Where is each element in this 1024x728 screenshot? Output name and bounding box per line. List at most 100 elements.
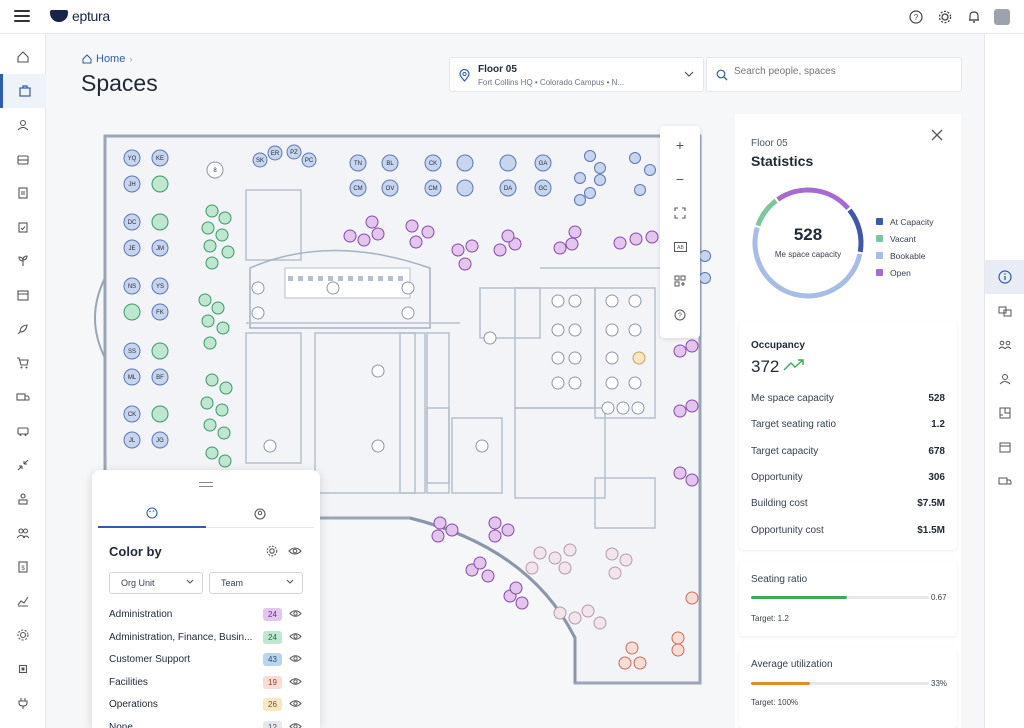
analytics-icon[interactable]: [0, 584, 46, 618]
help-icon[interactable]: ?: [907, 8, 924, 25]
zoom-out-icon[interactable]: −: [675, 171, 685, 187]
legend-item: At Capacity: [876, 213, 933, 230]
info-icon[interactable]: [985, 260, 1024, 294]
desk-label: ML: [128, 375, 137, 381]
logo-mark: [50, 10, 68, 22]
plant-icon[interactable]: [0, 244, 46, 278]
color-by-row[interactable]: Customer Support 43: [109, 650, 309, 670]
right-rail: [984, 34, 1024, 728]
eye-icon[interactable]: [289, 653, 302, 664]
color-by-row-label: None: [109, 722, 133, 728]
palette-icon: [146, 507, 158, 519]
group-icon[interactable]: [985, 328, 1024, 362]
eye-icon[interactable]: [289, 608, 302, 619]
vehicle-icon[interactable]: [0, 414, 46, 448]
plug-icon[interactable]: [0, 686, 46, 720]
team-value: Team: [221, 578, 244, 588]
eptura-logo[interactable]: eptura: [50, 8, 110, 24]
clipboard-icon[interactable]: [0, 210, 46, 244]
desk-label: GA: [539, 161, 548, 167]
collapse-icon[interactable]: [0, 448, 46, 482]
person-icon[interactable]: [985, 362, 1024, 396]
metric-value: 1.2: [931, 419, 945, 431]
floorplan-icon[interactable]: [985, 396, 1024, 430]
desk-label: FK: [156, 310, 164, 316]
seating-ratio-label: Seating ratio: [751, 574, 808, 585]
metric-value: $7.5M: [917, 498, 945, 510]
metric-row: Target capacity 678: [751, 443, 945, 463]
eye-icon[interactable]: [288, 545, 302, 557]
color-by-row[interactable]: Facilities 19: [109, 673, 309, 693]
home-icon[interactable]: [0, 40, 46, 74]
color-by-row[interactable]: None 12: [109, 718, 309, 728]
calendar-icon[interactable]: [985, 430, 1024, 464]
color-by-row[interactable]: Administration, Finance, Busin... 24: [109, 628, 309, 648]
rocket-icon[interactable]: [0, 312, 46, 346]
user-avatar[interactable]: [994, 8, 1010, 25]
desk-label: JL: [129, 438, 136, 444]
avg-utilization-bar: [751, 682, 929, 685]
spaces-swap-icon[interactable]: [985, 294, 1024, 328]
floor-plan-map[interactable]: YQ KE JH DC JE JM NS YS FK SS ML BF CK J…: [60, 118, 715, 728]
report-icon[interactable]: $: [0, 550, 46, 584]
org-unit-select[interactable]: Org Unit: [109, 572, 203, 594]
briefcase-icon[interactable]: [0, 142, 46, 176]
truck-icon[interactable]: [985, 464, 1024, 498]
settings-icon[interactable]: [0, 618, 46, 652]
gear-icon[interactable]: [266, 545, 278, 557]
metric-label: Target seating ratio: [751, 419, 837, 431]
capacity-value: 528: [793, 225, 823, 244]
menu-icon[interactable]: [14, 10, 30, 22]
occupancy-value: 372: [751, 357, 780, 376]
color-by-row[interactable]: Administration 24: [109, 605, 309, 625]
desk-label: CM: [353, 186, 362, 192]
zoom-in-icon[interactable]: +: [675, 137, 685, 153]
tab-palette[interactable]: [98, 500, 206, 528]
color-by-row-label: Facilities: [109, 676, 148, 688]
search-input[interactable]: [734, 66, 954, 77]
breadcrumb-home-link[interactable]: Home: [96, 53, 126, 65]
eye-icon[interactable]: [289, 721, 302, 728]
chip-icon[interactable]: [0, 652, 46, 686]
legend-item: Bookable: [876, 247, 933, 264]
floor-selector[interactable]: Floor 05 Fort Collins HQ • Colorado Camp…: [449, 57, 704, 92]
desk-label: GC: [539, 186, 549, 192]
donut-legend: At Capacity Vacant Bookable Open: [876, 213, 933, 281]
desk-label: SS: [128, 349, 136, 355]
statistics-panel: Floor 05 Statistics 528 Me space capacit…: [735, 114, 961, 728]
tab-people[interactable]: [206, 500, 314, 528]
chevron-down-icon: [286, 579, 294, 584]
metric-value: 678: [928, 445, 945, 457]
calendar-icon[interactable]: [0, 278, 46, 312]
left-nav: $: [0, 34, 46, 728]
color-by-tabs: [98, 500, 314, 528]
org-unit-value: Org Unit: [121, 578, 155, 588]
delivery-icon[interactable]: [0, 380, 46, 414]
people-icon[interactable]: [0, 108, 46, 142]
map-help-icon[interactable]: ?: [660, 298, 700, 332]
eye-icon[interactable]: [289, 631, 302, 642]
document-icon[interactable]: [0, 176, 46, 210]
drag-handle[interactable]: [199, 482, 213, 487]
spaces-icon[interactable]: [0, 74, 46, 108]
cart-icon[interactable]: [0, 346, 46, 380]
eye-icon[interactable]: [289, 676, 302, 687]
fullscreen-icon[interactable]: [660, 196, 700, 230]
eye-icon[interactable]: [289, 698, 302, 709]
gear-icon[interactable]: [936, 8, 953, 25]
stats-title: Statistics: [751, 153, 814, 169]
team-select[interactable]: Team: [209, 572, 303, 594]
desk-label: OV: [386, 186, 395, 192]
bell-icon[interactable]: [965, 8, 982, 25]
color-by-row[interactable]: Operations 26: [109, 695, 309, 715]
metric-row: Me space capacity 528: [751, 390, 945, 410]
grid-view-icon[interactable]: [660, 264, 700, 298]
label-toggle-icon[interactable]: AB: [660, 230, 700, 264]
donut-segment-at-capacity: [847, 208, 864, 253]
count-badge: 26: [263, 698, 282, 712]
teams-icon[interactable]: [0, 516, 46, 550]
seating-ratio-bar: [751, 596, 929, 599]
visitor-icon[interactable]: [0, 482, 46, 516]
close-icon[interactable]: [931, 129, 943, 141]
floor-name: Floor 05: [478, 64, 517, 75]
